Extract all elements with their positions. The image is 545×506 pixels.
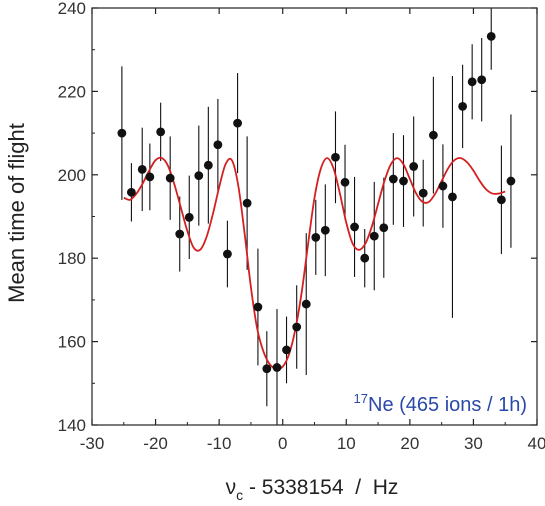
data-point (399, 176, 408, 186)
data-point (360, 253, 370, 263)
x-axis-title: νc - 5338154 / Hz (226, 476, 399, 503)
data-point (320, 225, 330, 235)
fit-curve (123, 156, 506, 370)
data-point (175, 229, 185, 239)
x-axis-rest: - 5338154 / Hz (243, 476, 398, 499)
y-tick-label: 160 (58, 333, 86, 352)
data-point (223, 249, 232, 259)
data-point (233, 118, 242, 128)
data-point (428, 130, 438, 140)
data-point (467, 77, 477, 87)
data-point (477, 75, 487, 85)
data-point (137, 164, 147, 174)
error-bars (121, 8, 512, 425)
data-point (117, 128, 127, 138)
data-point (242, 198, 252, 208)
data-point (486, 31, 496, 41)
data-point (292, 322, 302, 332)
data-point (156, 127, 166, 137)
y-tick-label: 140 (58, 416, 86, 435)
data-point (213, 140, 223, 150)
x-tick-label: -20 (143, 434, 168, 453)
x-tick-label: 40 (528, 434, 545, 453)
x-tick-label: 0 (278, 434, 287, 453)
annotation-text: Ne (465 ions / 1h) (368, 394, 527, 416)
data-point (203, 160, 213, 170)
data-point (301, 299, 311, 309)
data-point (448, 192, 457, 202)
data-point (340, 177, 350, 187)
annotation-superscript: 17 (354, 391, 368, 406)
y-tick-label: 180 (58, 249, 86, 268)
y-tick-label: 200 (58, 166, 86, 185)
x-tick-label: -30 (80, 434, 105, 453)
data-point (165, 173, 175, 183)
data-point (282, 345, 291, 355)
annotation: 17Ne (465 ions / 1h) (354, 391, 527, 416)
y-tick-label: 240 (58, 0, 86, 18)
data-point (311, 232, 321, 242)
data-point (497, 195, 506, 205)
x-axis-subscript: c (236, 487, 243, 503)
data-point (458, 102, 468, 111)
data-point (409, 162, 419, 171)
x-tick-label: -10 (207, 434, 232, 453)
data-point (194, 171, 204, 181)
data-point (262, 364, 272, 374)
y-axis-ticks: 140 160 180 200 220 240 (58, 0, 537, 435)
x-axis-symbol: ν (226, 476, 237, 499)
data-point (145, 172, 155, 182)
x-tick-label: 20 (400, 434, 419, 453)
data-point (350, 222, 359, 232)
data-point (369, 231, 379, 241)
x-tick-label: 10 (337, 434, 356, 453)
data-point (379, 223, 389, 233)
data-point (438, 181, 448, 191)
plot-frame (91, 7, 538, 426)
data-point (418, 188, 428, 198)
data-point (272, 363, 282, 372)
data-point (331, 152, 340, 162)
data-point (184, 212, 194, 222)
data-point (388, 174, 398, 184)
data-point (127, 187, 136, 197)
data-point (253, 302, 263, 312)
data-points (117, 31, 516, 374)
y-axis-title: Mean time of flight (4, 123, 29, 303)
y-tick-label: 220 (58, 82, 86, 101)
data-point (506, 176, 516, 186)
x-tick-label: 30 (464, 434, 483, 453)
x-axis-ticks: -30 -20 -10 0 10 20 30 40 (80, 8, 545, 453)
